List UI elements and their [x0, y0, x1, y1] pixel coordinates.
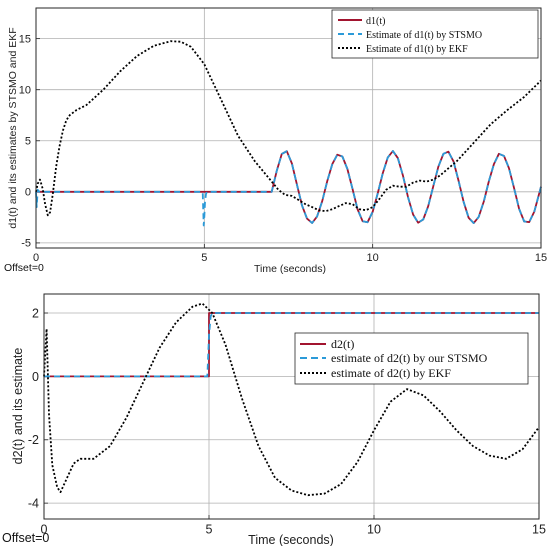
top-offset-label: Offset=0 — [4, 262, 44, 274]
top-legend: d1(t) Estimate of d1(t) by STSMO Estimat… — [331, 9, 539, 59]
bottom-series-stsmo-line — [44, 312, 539, 378]
top-xtick-label: 10 — [367, 252, 379, 264]
top-series-ekf-line — [35, 40, 542, 217]
bottom-plot-area — [44, 294, 539, 519]
bottom-xtick-label: 15 — [532, 523, 546, 537]
bottom-xtick-label: 10 — [367, 523, 381, 537]
top-ytick-label: -5 — [21, 238, 31, 250]
top-legend-label-ekf: Estimate of d1(t) by EKF — [366, 44, 468, 55]
bottom-series-lines — [43, 302, 540, 497]
bottom-legend-label-ekf: estimate of d2(t) by EKF — [331, 366, 451, 380]
top-xtick-label: 5 — [201, 252, 207, 264]
top-ytick-label: 0 — [25, 187, 31, 199]
bottom-ylabel: d2(t) and its estimate — [11, 348, 25, 465]
bottom-ytick-label: 2 — [32, 306, 39, 320]
top-legend-label-stsmo: Estimate of d1(t) by STSMO — [366, 30, 482, 41]
bottom-ytick-label: -2 — [28, 433, 39, 447]
top-series-lines — [35, 40, 542, 227]
bottom-xtick-label: 0 — [41, 523, 48, 537]
bottom-series-ekf-line — [43, 302, 540, 497]
top-axes-box — [35, 7, 542, 249]
top-ytick-label: 10 — [19, 85, 31, 97]
bottom-axes-box — [43, 293, 540, 520]
top-legend-box — [331, 9, 539, 59]
bottom-legend: d2(t) estimate of d2(t) by our STSMO est… — [294, 332, 529, 385]
bottom-ytick-label: 0 — [32, 370, 39, 384]
top-xtick-label: 15 — [535, 252, 547, 264]
bottom-legend-label-truth: d2(t) — [331, 337, 354, 351]
top-legend-label-truth: d1(t) — [366, 16, 385, 27]
bottom-legend-label-stsmo: estimate of d2(t) by our STSMO — [331, 351, 488, 365]
bottom-chart-panel: 0 5 10 15 -4 -2 0 2 Time (seconds) d2(t) and it… — [2, 293, 546, 546]
bottom-xtick-label: 5 — [206, 523, 213, 537]
bottom-tick-labels: 0 5 10 15 -4 -2 0 2 — [28, 306, 546, 536]
top-xlabel: Time (seconds) — [254, 263, 326, 275]
top-ytick-label: 15 — [19, 33, 31, 45]
bottom-legend-box — [294, 332, 529, 385]
top-xtick-label: 0 — [33, 252, 39, 264]
top-ytick-label: 5 — [25, 136, 31, 148]
top-series-stsmo-line — [35, 150, 542, 227]
bottom-xlabel: Time (seconds) — [248, 533, 334, 546]
bottom-ytick-label: -4 — [28, 497, 39, 511]
bottom-offset-label: Offset=0 — [2, 531, 49, 545]
top-ylabel: d1(t) and its estimates by STSMO and EKF — [7, 27, 19, 228]
